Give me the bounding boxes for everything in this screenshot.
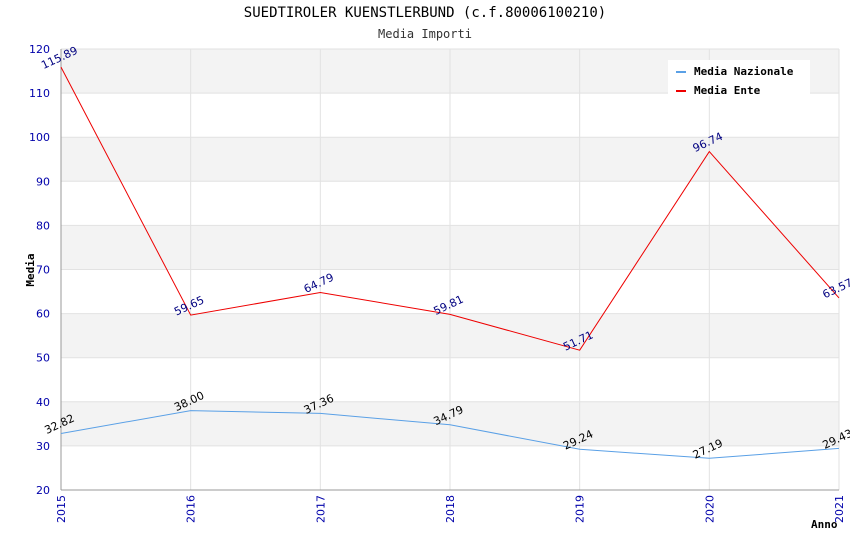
y-tick-label: 60 — [36, 308, 50, 321]
y-axis-ticks: 20 30 40 50 60 70 80 90 100 110 120 — [29, 43, 50, 497]
x-tick-label: 2019 — [574, 495, 587, 523]
y-tick-label: 120 — [29, 43, 50, 56]
x-tick-label: 2015 — [55, 495, 68, 523]
grid-lines — [60, 48, 840, 491]
y-tick-label: 20 — [36, 484, 50, 497]
legend: Media Nazionale Media Ente — [668, 60, 810, 97]
y-tick-label: 100 — [29, 131, 50, 144]
y-tick-label: 80 — [36, 219, 50, 232]
series-lines — [60, 66, 840, 459]
x-tick-label: 2018 — [444, 495, 457, 523]
x-tick-label: 2016 — [185, 495, 198, 523]
data-label: 64.79 — [302, 271, 336, 296]
data-label: 63.57 — [820, 276, 850, 301]
y-tick-label: 90 — [36, 175, 50, 188]
x-axis-ticks: 2015 2016 2017 2018 2019 2020 2021 — [55, 495, 846, 523]
series-line-0 — [60, 410, 840, 459]
y-tick-label: 110 — [29, 87, 50, 100]
chart-subtitle: Media Importi — [378, 27, 472, 41]
y-tick-label: 30 — [36, 440, 50, 453]
y-tick-label: 50 — [36, 352, 50, 365]
legend-label: Media Nazionale — [694, 65, 794, 78]
y-tick-label: 70 — [36, 264, 50, 277]
y-axis-title: Media — [24, 253, 37, 286]
series-line-1 — [60, 66, 840, 351]
y-tick-label: 40 — [36, 396, 50, 409]
x-tick-label: 2021 — [833, 495, 846, 523]
x-tick-label: 2017 — [314, 495, 327, 523]
chart-title: SUEDTIROLER KUENSTLERBUND (c.f.800061002… — [243, 5, 607, 21]
x-tick-label: 2020 — [703, 495, 716, 523]
x-axis-title: Anno — [811, 518, 838, 531]
legend-box — [668, 60, 810, 96]
legend-label: Media Ente — [694, 84, 761, 97]
